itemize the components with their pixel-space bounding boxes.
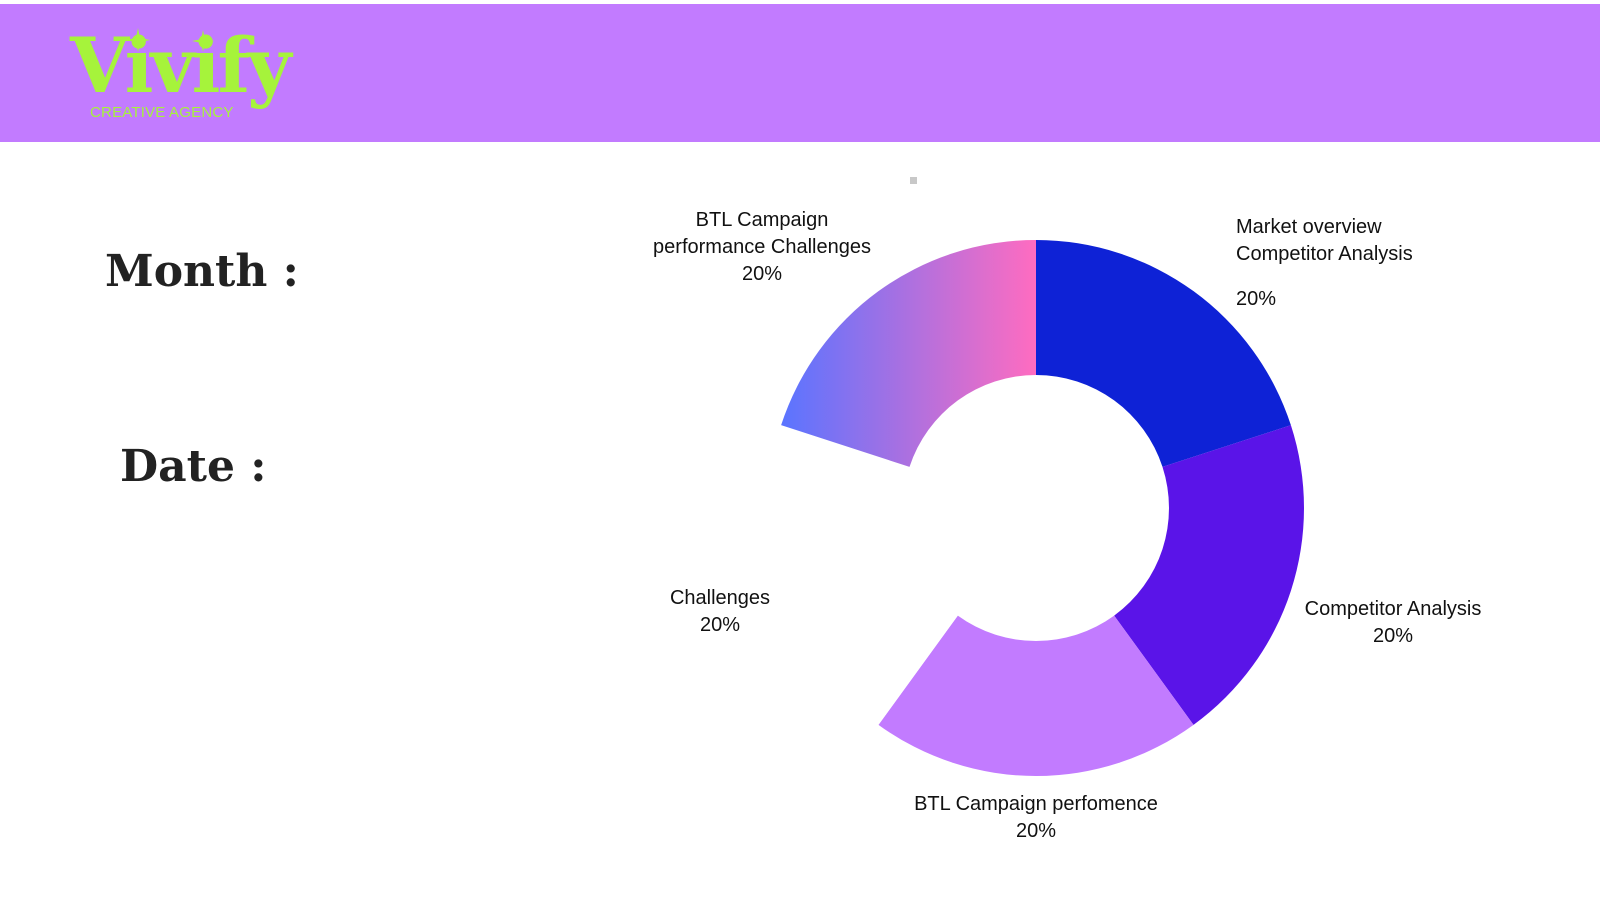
small-marker [910,177,917,184]
slice-btl-campaign-challenges[interactable] [781,240,1036,467]
slice-label-line: Market overview [1236,216,1382,238]
slice-label-competitor-analysis: Competitor Analysis 20% [1305,596,1482,650]
slice-percent: 20% [1015,820,1057,842]
slice-competitor-analysis[interactable] [1114,425,1304,725]
brand-name: Vivify [70,21,291,110]
slice-label-market-overview: Market overview Competitor Analysis 20% [1236,214,1413,313]
slice-percent: 20% [699,614,741,636]
brand-logo[interactable]: Vivify CREATIVE AGENCY [70,22,310,127]
slice-label-line: Competitor Analysis [1304,598,1482,620]
slice-label-challenges: Challenges 20% [670,585,770,639]
slice-btl-campaign-perfomence[interactable] [878,615,1194,776]
slice-percent: 20% [1372,625,1414,647]
sparkle-icon [192,30,214,52]
slice-percent: 20% [741,263,783,285]
slice-market-overview[interactable] [1036,240,1291,467]
brand-tagline: CREATIVE AGENCY [90,104,234,121]
slice-label-btl-campaign-challenges: BTL Campaign performance Challenges 20% [653,207,871,288]
month-label: Month : [105,246,299,297]
slice-challenges[interactable] [768,425,958,725]
date-label: Date : [120,441,267,492]
slice-label-line: Challenges [669,587,771,609]
slice-label-line: BTL Campaign perfomence [914,793,1158,815]
slice-label-line: BTL Campaign [695,209,829,231]
sparkle-icon [126,28,150,52]
slice-label-btl-campaign-perfomence: BTL Campaign perfomence 20% [914,791,1158,845]
slice-label-line: performance Challenges [653,236,871,258]
slice-percent: 20% [1236,288,1277,310]
header-bar: Vivify CREATIVE AGENCY [0,4,1600,142]
slice-label-line: Competitor Analysis [1236,243,1413,265]
